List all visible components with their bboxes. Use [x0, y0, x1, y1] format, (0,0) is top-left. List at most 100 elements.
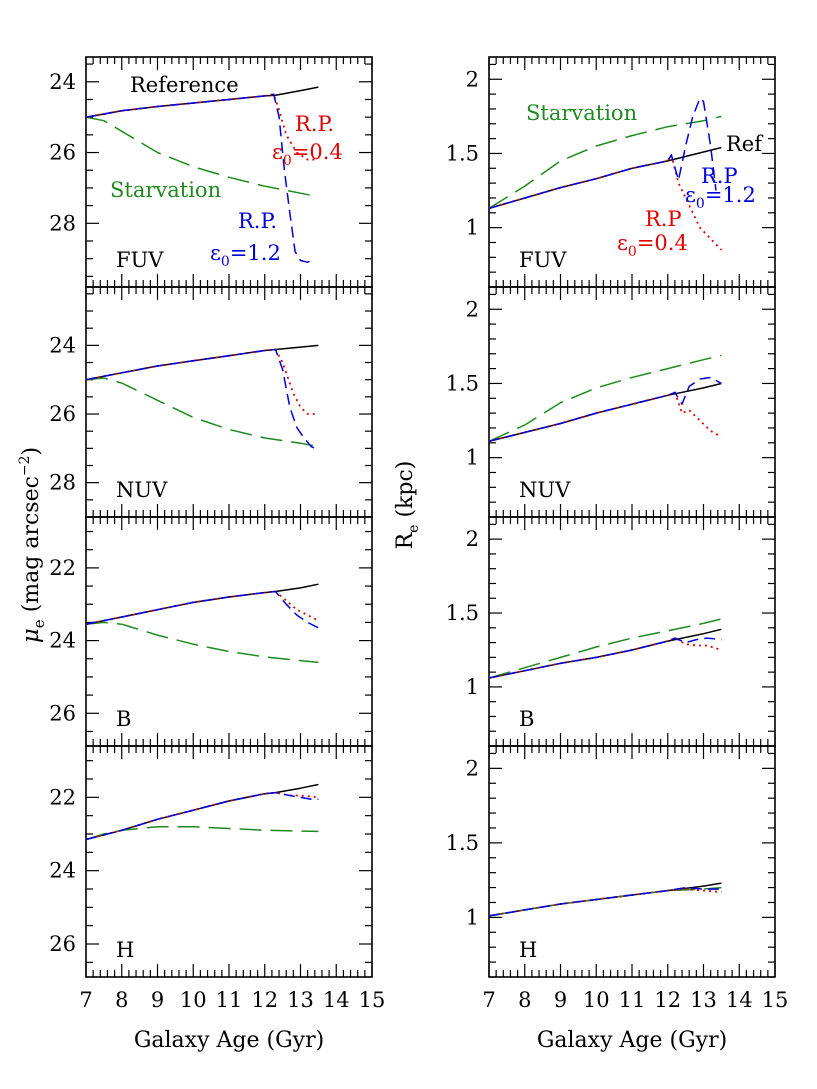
panel-left-nuv: 24 26 28 NUV: [49, 286, 373, 518]
x-tick-label: 14: [323, 988, 350, 1012]
eps-sub: 0: [283, 153, 292, 169]
y-tick-label: 1: [466, 216, 479, 240]
left-ylabel-rest: (mag arcsec: [19, 476, 44, 619]
x-tick-label: 7: [482, 988, 495, 1012]
x-tick-label: 13: [287, 988, 314, 1012]
y-tick-label: 1.5: [446, 141, 479, 165]
x-tick-label: 10: [583, 988, 610, 1012]
series-line-starvation: [488, 115, 722, 210]
eps-symbol: ε: [685, 183, 696, 207]
x-tick-label: 7: [79, 988, 92, 1012]
band-label: FUV: [116, 248, 164, 272]
series-line-ref: [85, 583, 319, 625]
x-tick-label: 14: [726, 988, 753, 1012]
left-ylabel: μe (mag arcsec−2): [17, 447, 48, 643]
y-tick-label: 1.5: [446, 601, 479, 625]
x-tick-label: 15: [359, 988, 386, 1012]
left-ylabel-end: ): [19, 447, 44, 456]
series-line-starvation: [488, 618, 722, 679]
eps-value: =0.4: [292, 140, 343, 164]
panel-right-nuv: 1 1.5 2 NUV: [446, 286, 776, 518]
eps-symbol: ε: [210, 241, 221, 265]
band-label: NUV: [116, 478, 168, 502]
x-tick-label: 8: [518, 988, 531, 1012]
y-tick-label: 28: [49, 211, 76, 235]
y-tick-label: 26: [49, 141, 76, 165]
eps-value: =1.2: [705, 183, 756, 207]
right-xlabel: Galaxy Age (Gyr): [537, 1028, 727, 1053]
y-tick-label: 24: [49, 333, 76, 357]
right-ylabel-rest: (kpc): [393, 461, 418, 525]
series-line-rp12: [488, 97, 717, 210]
annot-eps-blue-right: ε0=1.2: [685, 183, 756, 212]
band-label: NUV: [519, 478, 571, 502]
eps-value: =1.2: [230, 241, 281, 265]
y-tick-label: 1: [466, 905, 479, 929]
y-tick-label: 26: [49, 402, 76, 426]
left-ylabel-sup: −2: [17, 455, 33, 476]
band-label: FUV: [519, 248, 567, 272]
panel-right-b: 1 1.5 2 B: [446, 516, 776, 747]
x-tick-label: 11: [619, 988, 646, 1012]
series-line-starvation: [85, 377, 319, 448]
y-tick-label: 1: [466, 675, 479, 699]
x-tick-label: 10: [180, 988, 207, 1012]
y-tick-label: 24: [49, 70, 76, 94]
y-tick-label: 1: [466, 446, 479, 470]
right-ylabel: Re (kpc): [393, 461, 422, 550]
left-ylabel-main: μ: [18, 628, 44, 643]
series-line-rp04: [85, 93, 319, 161]
x-tick-label: 12: [251, 988, 278, 1012]
series-line-rp12: [488, 376, 722, 443]
x-tick-label: 8: [115, 988, 128, 1012]
y-tick-label: 2: [466, 67, 479, 91]
series-line-rp12: [85, 590, 319, 629]
annot-reference: Reference: [130, 73, 239, 97]
y-tick-label: 26: [49, 932, 76, 956]
annot-eps-blue-left: ε0=1.2: [210, 241, 281, 270]
series-line-rp04: [488, 391, 722, 443]
y-tick-label: 1.5: [446, 831, 479, 855]
series-line-rp12: [85, 348, 319, 451]
y-tick-label: 28: [49, 471, 76, 495]
right-ylabel-sub: e: [406, 525, 422, 533]
eps-value: =0.4: [637, 231, 688, 255]
y-tick-label: 2: [466, 297, 479, 321]
x-tick-label: 9: [554, 988, 567, 1012]
x-tick-label: 11: [216, 988, 243, 1012]
series-line-starvation: [488, 354, 722, 442]
panel-left-h: 22 24 26 H 7 8 9 10 11 12 13 14 15: [49, 745, 386, 1012]
y-tick-label: 1.5: [446, 371, 479, 395]
annot-rp-red-left: R.P.: [295, 112, 334, 136]
band-label: B: [116, 707, 131, 731]
series-line-starvation: [488, 886, 722, 917]
right-ylabel-main: R: [393, 531, 418, 549]
band-label: H: [519, 938, 537, 962]
x-tick-label: 12: [654, 988, 681, 1012]
panel-right-h: 1 1.5 2 H 7 8 9 10 11 12 13 14 15: [446, 745, 789, 1012]
y-tick-label: 24: [49, 859, 76, 883]
x-tick-label: 9: [151, 988, 164, 1012]
series-line-rp12: [488, 637, 722, 679]
y-tick-label: 2: [466, 756, 479, 780]
x-tick-label: 13: [690, 988, 717, 1012]
eps-sub: 0: [696, 196, 705, 212]
annot-rp-blue-right: R.P: [701, 164, 738, 188]
annot-eps-red-right: ε0=0.4: [617, 231, 688, 260]
annot-rp-red-right: R.P: [645, 207, 682, 231]
series-line-rp12: [488, 886, 722, 917]
eps-sub: 0: [221, 254, 230, 270]
series-line-rp04: [85, 791, 319, 841]
panel-left-b: 22 24 26 B: [49, 516, 373, 747]
series-line-rp04: [85, 348, 319, 415]
x-tick-label: 15: [762, 988, 789, 1012]
eps-symbol: ε: [272, 140, 283, 164]
y-tick-label: 22: [49, 556, 76, 580]
series-line-starvation: [85, 825, 319, 841]
band-label: H: [116, 938, 134, 962]
y-tick-label: 24: [49, 629, 76, 653]
left-ylabel-sub: e: [30, 619, 48, 628]
series-line-rp12: [85, 93, 316, 263]
left-xlabel: Galaxy Age (Gyr): [134, 1028, 324, 1053]
